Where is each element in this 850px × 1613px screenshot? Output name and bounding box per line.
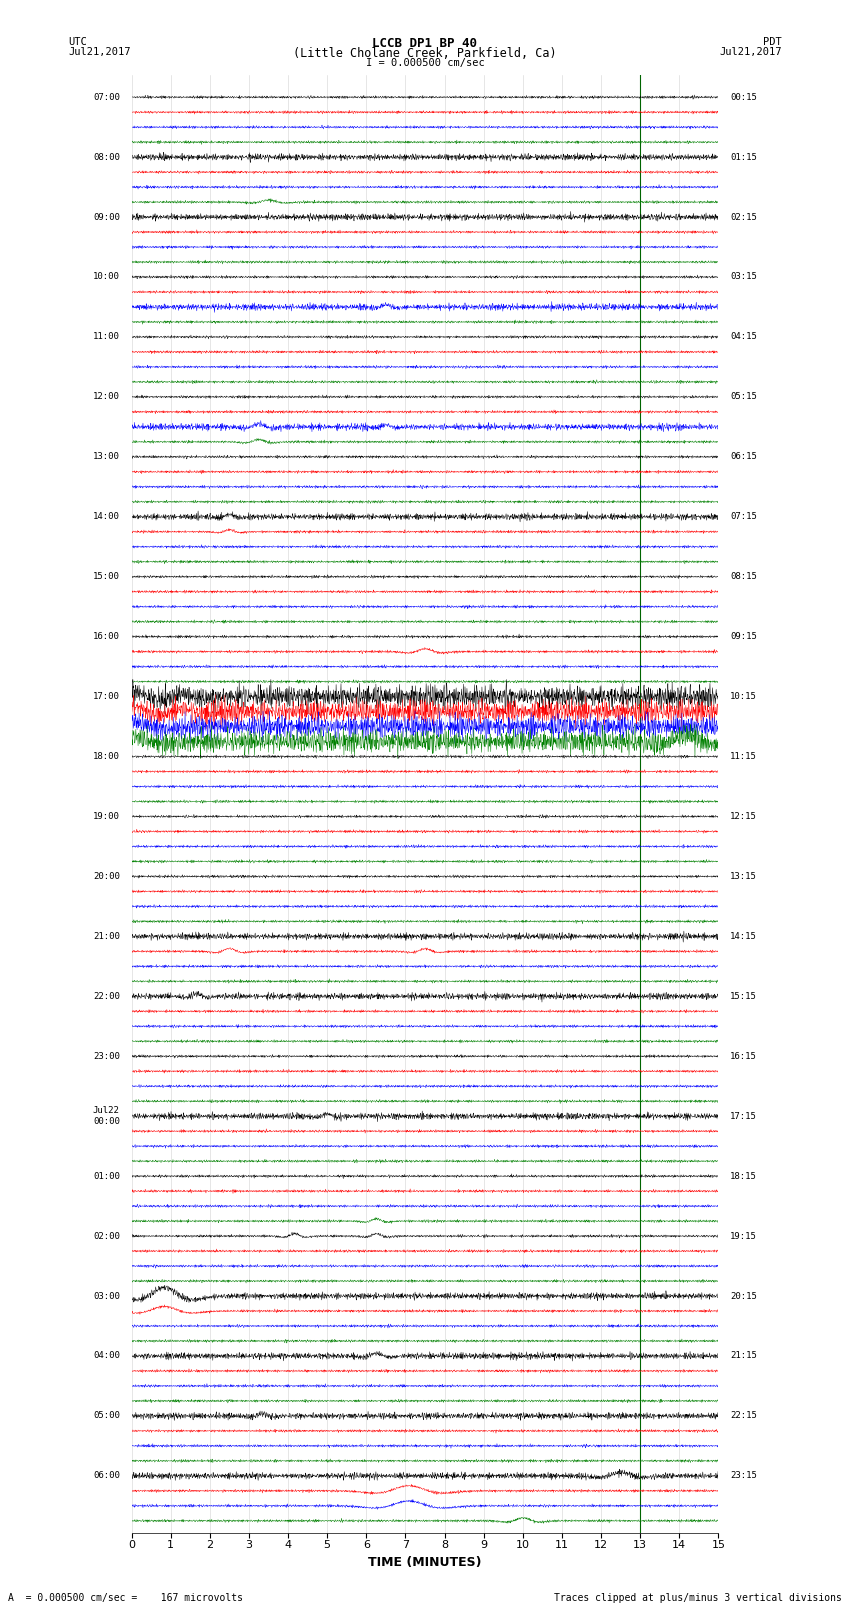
Text: 23:00: 23:00 (93, 1052, 120, 1061)
Text: 12:00: 12:00 (93, 392, 120, 402)
Text: 05:15: 05:15 (730, 392, 757, 402)
Text: Jul21,2017: Jul21,2017 (719, 47, 782, 56)
Text: 16:15: 16:15 (730, 1052, 757, 1061)
Text: 10:00: 10:00 (93, 273, 120, 282)
Text: 01:00: 01:00 (93, 1171, 120, 1181)
Text: 02:00: 02:00 (93, 1232, 120, 1240)
Text: Jul21,2017: Jul21,2017 (68, 47, 131, 56)
Text: 11:15: 11:15 (730, 752, 757, 761)
Text: 12:15: 12:15 (730, 811, 757, 821)
Text: I = 0.000500 cm/sec: I = 0.000500 cm/sec (366, 58, 484, 68)
Text: 19:15: 19:15 (730, 1232, 757, 1240)
Text: 07:00: 07:00 (93, 92, 120, 102)
Text: 21:00: 21:00 (93, 932, 120, 940)
Text: 18:00: 18:00 (93, 752, 120, 761)
Text: 03:15: 03:15 (730, 273, 757, 282)
Text: 20:15: 20:15 (730, 1292, 757, 1300)
Text: A  = 0.000500 cm/sec =    167 microvolts: A = 0.000500 cm/sec = 167 microvolts (8, 1594, 243, 1603)
Text: 11:00: 11:00 (93, 332, 120, 342)
Text: 08:15: 08:15 (730, 573, 757, 581)
Text: 00:15: 00:15 (730, 92, 757, 102)
Text: 05:00: 05:00 (93, 1411, 120, 1421)
Text: 13:00: 13:00 (93, 452, 120, 461)
Text: 15:15: 15:15 (730, 992, 757, 1000)
Text: 09:00: 09:00 (93, 213, 120, 221)
Text: 01:15: 01:15 (730, 153, 757, 161)
Text: 14:15: 14:15 (730, 932, 757, 940)
Text: 22:15: 22:15 (730, 1411, 757, 1421)
Text: 16:00: 16:00 (93, 632, 120, 640)
Text: (Little Cholane Creek, Parkfield, Ca): (Little Cholane Creek, Parkfield, Ca) (293, 47, 557, 60)
Text: 22:00: 22:00 (93, 992, 120, 1000)
Text: 02:15: 02:15 (730, 213, 757, 221)
Text: 13:15: 13:15 (730, 873, 757, 881)
Text: 09:15: 09:15 (730, 632, 757, 640)
Text: 19:00: 19:00 (93, 811, 120, 821)
Text: 08:00: 08:00 (93, 153, 120, 161)
Text: 18:15: 18:15 (730, 1171, 757, 1181)
Text: 15:00: 15:00 (93, 573, 120, 581)
Text: 14:00: 14:00 (93, 513, 120, 521)
Text: 03:00: 03:00 (93, 1292, 120, 1300)
Text: 06:00: 06:00 (93, 1471, 120, 1481)
Text: 20:00: 20:00 (93, 873, 120, 881)
Text: UTC: UTC (68, 37, 87, 47)
Text: 07:15: 07:15 (730, 513, 757, 521)
Text: PDT: PDT (763, 37, 782, 47)
Text: 17:15: 17:15 (730, 1111, 757, 1121)
Text: 21:15: 21:15 (730, 1352, 757, 1360)
Text: Jul22
00:00: Jul22 00:00 (93, 1107, 120, 1126)
Text: 06:15: 06:15 (730, 452, 757, 461)
X-axis label: TIME (MINUTES): TIME (MINUTES) (368, 1557, 482, 1569)
Text: 04:15: 04:15 (730, 332, 757, 342)
Text: Traces clipped at plus/minus 3 vertical divisions: Traces clipped at plus/minus 3 vertical … (553, 1594, 842, 1603)
Text: 10:15: 10:15 (730, 692, 757, 702)
Text: 04:00: 04:00 (93, 1352, 120, 1360)
Text: 17:00: 17:00 (93, 692, 120, 702)
Text: LCCB DP1 BP 40: LCCB DP1 BP 40 (372, 37, 478, 50)
Text: 23:15: 23:15 (730, 1471, 757, 1481)
